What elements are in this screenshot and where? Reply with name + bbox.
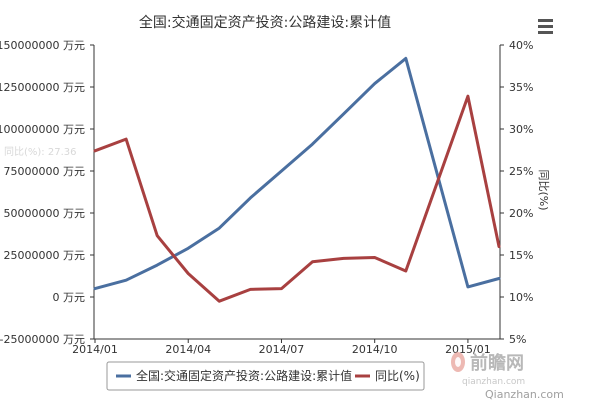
legend[interactable]: 全国:交通固定资产投资:公路建设:累计值 同比(%): [106, 361, 425, 391]
right-tick-label: 30%: [509, 123, 533, 136]
left-tick-label: 75000000 万元: [4, 165, 86, 178]
left-tick-label: 150000000 万元: [0, 39, 85, 52]
right-tick-label: 25%: [509, 165, 533, 178]
tooltip-remnant: 同比(%): 27.36: [4, 146, 76, 158]
right-tick-label: 10%: [509, 291, 533, 304]
qianzhan-logo-icon: [451, 352, 465, 372]
x-tick-label: 2014/10: [352, 343, 398, 356]
right-axis-ticks: 40% 35% 30% 25% 20% 15% 10% 5%: [500, 39, 533, 346]
left-tick-label: 0 万元: [53, 291, 86, 304]
investment-series-line: [93, 56, 501, 291]
left-tick-label: 25000000 万元: [4, 249, 86, 262]
x-tick-label: 2014/07: [259, 343, 305, 356]
left-tick-label: -25000000 万元: [0, 333, 85, 346]
series-lines: [93, 56, 501, 303]
left-axis-ticks: 150000000 万元 125000000 万元 100000000 万元 7500…: [0, 39, 94, 346]
x-axis-ticks: 2014/01 2014/04 2014/07 2014/10 2015/01: [72, 339, 491, 356]
watermark-domain-1: qianzhan.com: [462, 377, 525, 387]
right-tick-label: 20%: [509, 207, 533, 220]
watermark-brand: 前瞻网: [470, 352, 524, 374]
legend-label-investment[interactable]: 全国:交通固定资产投资:公路建设:累计值: [136, 368, 352, 383]
left-tick-label: 125000000 万元: [0, 81, 85, 94]
x-tick-label: 2014/04: [165, 343, 211, 356]
x-tick-label: 2014/01: [72, 343, 118, 356]
right-axis-label: 同比(%): [537, 169, 550, 210]
right-tick-label: 5%: [509, 333, 526, 346]
yoy-series-line: [93, 94, 501, 303]
legend-box: [106, 361, 425, 391]
axes: [93, 45, 501, 340]
left-tick-label: 50000000 万元: [4, 207, 86, 220]
left-tick-label: 100000000 万元: [0, 123, 85, 136]
legend-label-yoy[interactable]: 同比(%): [375, 369, 420, 383]
hamburger-menu-icon[interactable]: [535, 17, 555, 35]
watermark-domain-2: Qianzhan.com: [485, 388, 564, 401]
right-tick-label: 15%: [509, 249, 533, 262]
right-tick-label: 35%: [509, 81, 533, 94]
right-tick-label: 40%: [509, 39, 533, 52]
watermark: 前瞻网 qianzhan.com Qianzhan.com: [451, 352, 564, 401]
chart-title: 全国:交通固定资产投资:公路建设:累计值: [139, 14, 391, 31]
